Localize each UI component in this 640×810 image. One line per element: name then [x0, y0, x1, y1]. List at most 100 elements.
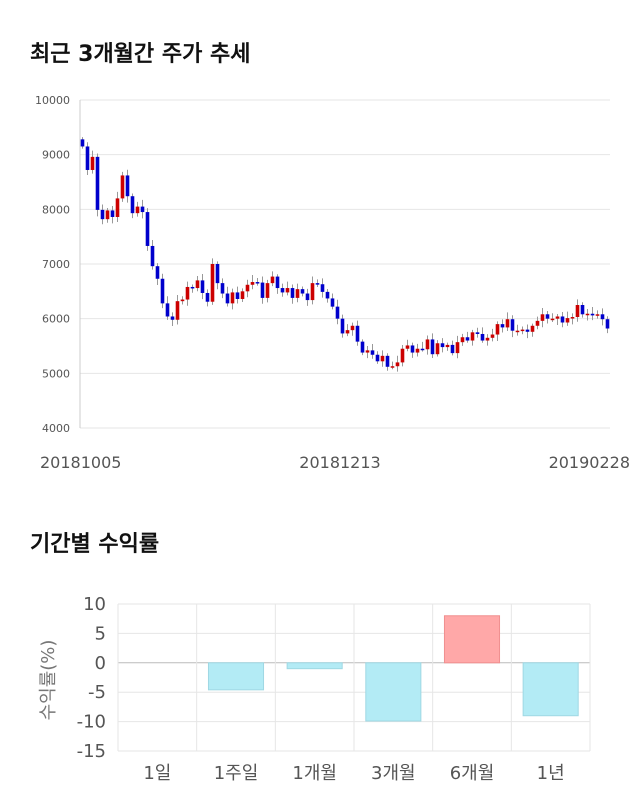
candle-body: [250, 282, 255, 285]
candle-body: [305, 293, 310, 301]
candle-body: [470, 332, 475, 341]
candle-body: [375, 354, 380, 362]
candle-body: [415, 348, 420, 353]
candle-body: [265, 283, 270, 298]
candle-body: [290, 288, 295, 298]
candle-body: [240, 291, 245, 299]
candle-body: [525, 329, 530, 332]
candle-body: [345, 330, 350, 334]
candle-x-axis: 20181005 20181213 20190228: [40, 453, 630, 472]
candle-grid: [79, 99, 610, 429]
candle-body: [410, 345, 415, 353]
candle-body: [420, 348, 425, 351]
candle-y-tick-label: 4000: [42, 422, 70, 435]
candle-body: [395, 362, 400, 367]
candle-x-tick-label: 20190228: [549, 453, 630, 472]
bar-y-tick-label: 10: [83, 594, 106, 615]
candle-body: [535, 320, 540, 326]
candle-body: [205, 292, 210, 302]
candle-body: [160, 278, 165, 304]
candle-body: [180, 299, 185, 302]
candle-body: [565, 318, 570, 323]
candle-body: [520, 329, 525, 332]
candle-body: [370, 350, 375, 355]
candle-body: [355, 325, 360, 342]
candle-body: [590, 313, 595, 316]
price-trend-title: 최근 3개월간 주가 추세: [30, 42, 251, 67]
candle-y-tick-label: 6000: [42, 313, 70, 326]
candle-body: [195, 280, 200, 289]
bar-y-tick-label: -5: [88, 682, 106, 703]
candle-body: [145, 212, 150, 246]
candle-body: [550, 318, 555, 321]
return-bar: [365, 662, 422, 722]
candle-body: [500, 324, 505, 328]
bar-y-axis: 10 5 0 -5 -10 -15: [77, 594, 106, 762]
candle-x-tick-label: 20181213: [299, 453, 380, 472]
candle-body: [310, 283, 315, 301]
candle-body: [260, 282, 265, 298]
candle-body: [215, 264, 220, 284]
bar-grid: [117, 603, 591, 752]
candle-body: [480, 333, 485, 341]
candle-body: [165, 303, 170, 317]
candle-body: [350, 325, 355, 331]
candle-body: [150, 245, 155, 267]
candle-body: [445, 344, 450, 348]
bar-x-tick-label: 1년: [537, 763, 565, 784]
candle-body: [400, 348, 405, 363]
candle-body: [460, 337, 465, 343]
candle-body: [85, 146, 90, 170]
candle-y-tick-label: 9000: [42, 149, 70, 162]
candle-body: [190, 286, 195, 289]
bar-x-tick-label: 1주일: [214, 763, 259, 784]
candle-body: [235, 292, 240, 299]
candle-body: [560, 316, 565, 323]
candle-x-tick-label: 20181005: [40, 453, 121, 472]
candle-body: [295, 289, 300, 298]
candle-body: [245, 284, 250, 292]
candle-body: [585, 313, 590, 316]
candle-body: [170, 316, 175, 320]
candle-body: [545, 314, 550, 319]
candle-body: [475, 332, 480, 334]
bar-x-tick-label: 3개월: [371, 763, 416, 784]
bar-y-tick-label: 5: [95, 623, 106, 644]
candle-body: [330, 298, 335, 307]
candle-body: [200, 280, 205, 293]
candle-body: [210, 264, 215, 302]
candle-body: [285, 288, 290, 293]
period-returns-title: 기간별 수익률: [30, 532, 160, 557]
candle-body: [300, 289, 305, 294]
return-bar: [207, 662, 265, 691]
candle-body: [175, 301, 180, 320]
candle-body: [230, 292, 235, 304]
candle-body: [405, 345, 410, 349]
candle-body: [225, 293, 230, 304]
candle-y-tick-label: 10000: [35, 94, 70, 107]
candle-y-tick-label: 8000: [42, 203, 70, 216]
candle-series: [80, 137, 610, 372]
candle-body: [595, 314, 600, 316]
candle-body: [515, 330, 520, 333]
candle-body: [270, 276, 275, 284]
candle-body: [365, 350, 370, 353]
candle-body: [80, 139, 85, 147]
bar-y-tick-label: 0: [95, 653, 106, 674]
candle-body: [430, 339, 435, 355]
candle-body: [425, 339, 430, 350]
candle-y-tick-label: 7000: [42, 258, 70, 271]
candle-body: [450, 344, 455, 354]
bar-series: [207, 615, 579, 722]
candle-body: [465, 337, 470, 341]
bar-y-axis-label: 수익률(%): [38, 640, 59, 721]
candle-body: [605, 319, 610, 329]
candle-body: [495, 324, 500, 335]
candle-body: [335, 306, 340, 319]
candle-body: [140, 206, 145, 213]
candle-body: [490, 334, 495, 338]
candle-body: [390, 366, 395, 368]
return-bar: [522, 662, 579, 717]
candle-body: [570, 317, 575, 319]
